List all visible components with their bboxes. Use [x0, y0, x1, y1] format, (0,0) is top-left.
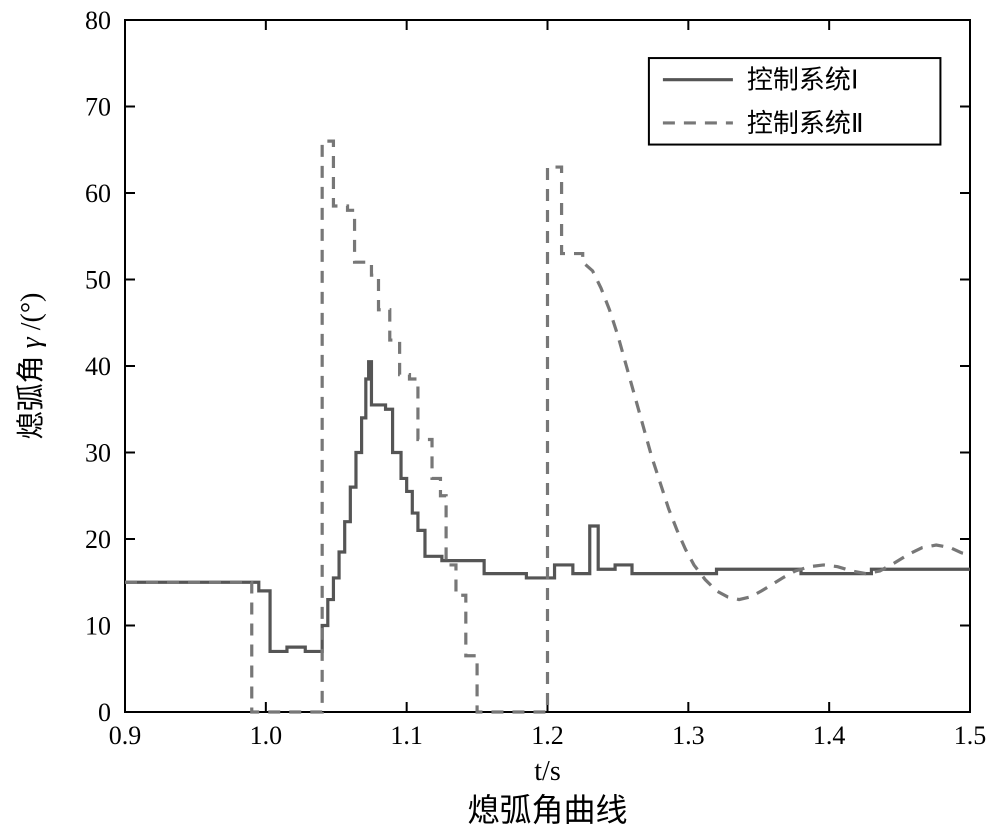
series-s2: [125, 141, 970, 712]
y-tick-label: 40: [85, 352, 111, 381]
x-tick-label: 1.3: [672, 721, 705, 750]
x-tick-label: 1.4: [813, 721, 846, 750]
x-tick-label: 1.0: [250, 721, 283, 750]
y-tick-label: 0: [98, 698, 111, 727]
y-tick-label: 30: [85, 439, 111, 468]
chart-container: 0.9 1.0 1.1 1.2 1.3 1.4 1.5 0 10 20 30 40 50 60 70 80 t/…: [0, 0, 1000, 839]
y-tick-label: 10: [85, 612, 111, 641]
legend-label: 控制系统Ⅰ: [747, 66, 859, 95]
y-axis-title: 熄弧角 γ /(°): [15, 293, 47, 440]
x-axis-title: t/s: [534, 756, 560, 787]
x-tick-label: 0.9: [109, 721, 142, 750]
x-tick-label: 1.2: [531, 721, 564, 750]
legend-label: 控制系统Ⅱ: [747, 109, 864, 138]
y-tick-label: 60: [85, 179, 111, 208]
chart-title: 熄弧角曲线: [467, 792, 627, 828]
y-tick-label: 70: [85, 93, 111, 122]
x-tick-label: 1.5: [954, 721, 987, 750]
y-tick-label: 50: [85, 266, 111, 295]
chart-svg: 0.9 1.0 1.1 1.2 1.3 1.4 1.5 0 10 20 30 40 50 60 70 80 t/…: [0, 0, 1000, 839]
x-tick-label: 1.1: [390, 721, 423, 750]
y-tick-label: 20: [85, 525, 111, 554]
y-tick-label: 80: [85, 6, 111, 35]
